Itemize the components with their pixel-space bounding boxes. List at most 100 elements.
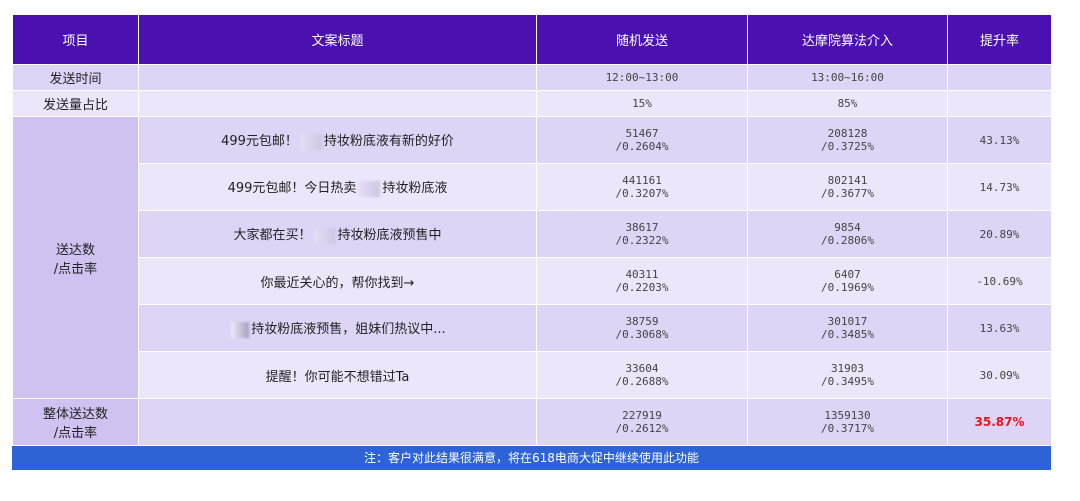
- header-title: 文案标题: [138, 14, 537, 65]
- lift-rate: -10.69%: [947, 257, 1052, 305]
- random-count: 33604: [625, 362, 659, 375]
- copy-title-part-a: 大家都在买！: [233, 228, 312, 244]
- lift-rate: 20.89%: [947, 210, 1052, 258]
- algo-rate: /0.3485%: [821, 328, 874, 341]
- algo-rate: /0.2806%: [821, 234, 874, 247]
- group-label-cell: 送达数 /点击率: [12, 116, 139, 399]
- random-rate: /0.2322%: [615, 234, 669, 247]
- total-algo-rate: /0.3717%: [821, 422, 874, 435]
- send-share-title-cell: [138, 90, 537, 117]
- algo-count: 6407: [834, 268, 861, 281]
- lift-rate: 14.73%: [947, 163, 1052, 211]
- random-count: 51467: [625, 127, 659, 140]
- copy-title: 大家都在买！ 持妆粉底液预售中: [138, 210, 537, 258]
- table-row: 499元包邮！今日热卖 持妆粉底液 441161/0.3207% 802141/0…: [13, 163, 1052, 211]
- table-row: 你最近关心的，帮你找到→ 40311/0.2203% 6407/0.1969% …: [13, 257, 1052, 305]
- random-rate: /0.3207%: [615, 187, 669, 200]
- send-time-random: 12:00~13:00: [536, 64, 748, 91]
- copy-title-part-b: 持妆粉底液预售，姐妹们热议中...: [251, 322, 446, 338]
- send-time-algo: 13:00~16:00: [747, 64, 948, 91]
- copy-title: 499元包邮！今日热卖 持妆粉底液: [138, 163, 537, 211]
- send-share-random: 15%: [536, 90, 748, 117]
- redacted-brand: [313, 227, 336, 244]
- algo-cell: 208128/0.3725%: [747, 116, 948, 164]
- send-share-label: 发送量占比: [12, 90, 139, 117]
- random-cell: 33604/0.2688%: [536, 351, 748, 399]
- results-table-wrapper: 项目 文案标题 随机发送 达摩院算法介入 提升率 发送时间 12:00~13:0…: [12, 14, 1052, 470]
- total-title-cell: [138, 398, 537, 446]
- lift-rate: 13.63%: [947, 304, 1052, 352]
- copy-title-part-a: 499元包邮！今日热卖: [227, 181, 357, 197]
- copy-title: 提醒！你可能不想错过Ta: [138, 351, 537, 399]
- send-time-title-cell: [138, 64, 537, 91]
- algo-count: 31903: [830, 362, 865, 375]
- algo-rate: /0.1969%: [821, 281, 874, 294]
- send-share-algo: 85%: [747, 90, 948, 117]
- copy-title-part-b: 持妆粉底液有新的好价: [323, 134, 454, 150]
- algo-cell: 6407/0.1969%: [747, 257, 948, 305]
- table-row: 持妆粉底液预售，姐妹们热议中... 38759/0.3068% 301017/0…: [13, 304, 1052, 352]
- algo-cell: 802141/0.3677%: [747, 163, 948, 211]
- total-label-line-1: 整体送达数: [42, 407, 108, 422]
- header-lift-rate: 提升率: [947, 14, 1052, 65]
- copy-title: 持妆粉底液预售，姐妹们热议中...: [138, 304, 537, 352]
- algo-count: 208128: [827, 127, 868, 140]
- table-row: 送达数 /点击率 499元包邮！ 持妆粉底液有新的好价 51467/0.2604%…: [12, 116, 1052, 399]
- copy-title: 你最近关心的，帮你找到→: [138, 257, 537, 305]
- copy-title-part-b: 持妆粉底液: [382, 181, 448, 197]
- total-random-cell: 227919/0.2612%: [536, 398, 748, 446]
- random-cell: 51467/0.2604%: [536, 116, 748, 164]
- total-random-count: 227919: [622, 409, 662, 422]
- total-algo-cell: 1359130/0.3717%: [747, 398, 948, 446]
- total-random-rate: /0.2612%: [615, 422, 669, 435]
- group-label-line-2: /点击率: [53, 261, 98, 277]
- algo-cell: 31903/0.3495%: [747, 351, 948, 399]
- random-count: 40311: [625, 268, 659, 281]
- total-row: 整体送达数 /点击率 227919/0.2612% 1359130/0.3717…: [12, 398, 1052, 446]
- copy-title-part-a: 提醒！你可能不想错过Ta: [265, 369, 410, 385]
- algo-rate: /0.3677%: [821, 187, 874, 200]
- random-count: 441161: [622, 174, 662, 187]
- table-row: 大家都在买！ 持妆粉底液预售中 38617/0.2322% 9854/0.2806…: [13, 210, 1052, 258]
- algo-count: 802141: [827, 174, 868, 187]
- lift-rate: 43.13%: [947, 116, 1052, 164]
- random-count: 38617: [625, 221, 659, 234]
- random-rate: /0.3068%: [615, 328, 669, 341]
- send-time-row: 发送时间 12:00~13:00 13:00~16:00: [12, 64, 1052, 91]
- header-algo-send: 达摩院算法介入: [747, 14, 948, 65]
- copy-title: 499元包邮！ 持妆粉底液有新的好价: [138, 116, 537, 164]
- total-algo-count: 1359130: [824, 409, 871, 422]
- table-row: 提醒！你可能不想错过Ta 33604/0.2688% 31903/0.3495%…: [13, 351, 1052, 399]
- redacted-brand: [231, 321, 250, 338]
- random-rate: /0.2688%: [615, 375, 669, 388]
- results-table: 项目 文案标题 随机发送 达摩院算法介入 提升率 发送时间 12:00~13:0…: [12, 14, 1052, 446]
- total-label-cell: 整体送达数 /点击率: [12, 398, 139, 446]
- random-cell: 441161/0.3207%: [536, 163, 748, 211]
- lift-rate: 30.09%: [947, 351, 1052, 399]
- group-label-line-1: 送达数: [55, 242, 95, 258]
- footer-note: 注：客户对此结果很满意，将在618电商大促中继续使用此功能: [12, 446, 1051, 470]
- total-lift-rate: 35.87%: [947, 398, 1052, 446]
- random-rate: /0.2203%: [615, 281, 669, 294]
- redacted-brand: [358, 180, 381, 197]
- copy-title-part-a: 499元包邮！: [221, 134, 298, 150]
- algo-cell: 301017/0.3485%: [747, 304, 948, 352]
- redacted-brand: [299, 133, 322, 150]
- algo-count: 9854: [834, 221, 861, 234]
- random-rate: /0.2604%: [615, 140, 669, 153]
- send-time-lift-cell: [947, 64, 1052, 91]
- send-share-lift-cell: [947, 90, 1052, 117]
- algo-cell: 9854/0.2806%: [747, 210, 948, 258]
- total-label-line-2: /点击率: [53, 426, 98, 441]
- random-cell: 38759/0.3068%: [536, 304, 748, 352]
- send-share-row: 发送量占比 15% 85%: [12, 90, 1052, 117]
- header-item: 项目: [12, 14, 139, 65]
- random-count: 38759: [625, 315, 659, 328]
- copy-title-part-b: 持妆粉底液预售中: [337, 228, 442, 244]
- header-row: 项目 文案标题 随机发送 达摩院算法介入 提升率: [12, 14, 1052, 65]
- algo-count: 301017: [827, 315, 868, 328]
- algo-rate: /0.3495%: [821, 375, 874, 388]
- copy-title-part-a: 你最近关心的，帮你找到→: [260, 275, 415, 291]
- send-time-label: 发送时间: [12, 64, 139, 91]
- random-cell: 38617/0.2322%: [536, 210, 748, 258]
